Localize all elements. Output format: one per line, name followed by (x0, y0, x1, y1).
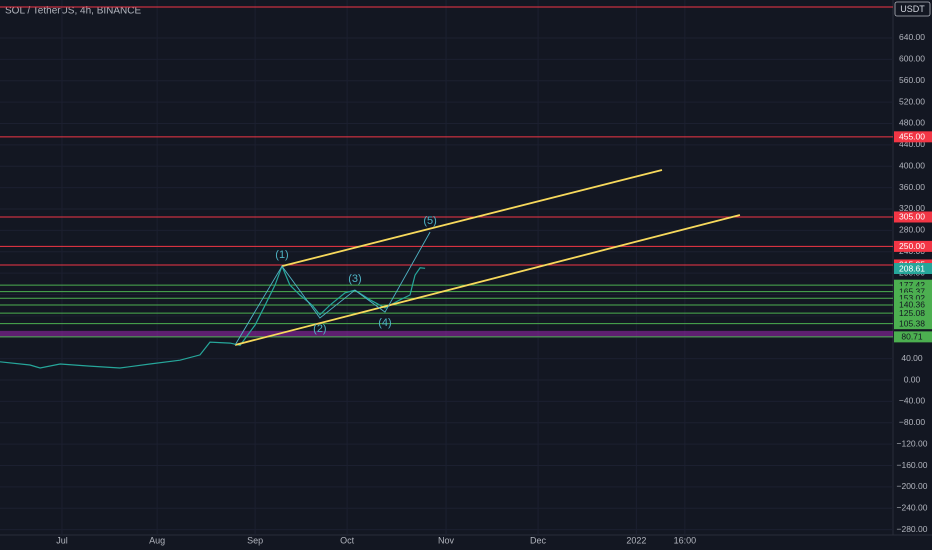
level-label-box (894, 279, 932, 291)
level-label: 455.00 (899, 132, 925, 142)
y-tick-label: 40.00 (901, 353, 923, 363)
level-label-box (894, 318, 932, 330)
wave-line (234, 231, 431, 346)
y-tick-label: −120.00 (897, 438, 928, 448)
y-tick-label: −280.00 (897, 524, 928, 534)
x-tick-label: Dec (530, 535, 547, 545)
y-tick-label: −200.00 (897, 481, 928, 491)
y-tick-label: 480.00 (899, 118, 925, 128)
x-tick-label: Oct (340, 535, 355, 545)
y-tick-label: 560.00 (899, 75, 925, 85)
level-label-box (894, 292, 932, 304)
y-tick-label: 440.00 (899, 139, 925, 149)
y-tick-label: −80.00 (899, 417, 926, 427)
x-tick-label: 16:00 (674, 535, 697, 545)
trend-line (234, 214, 741, 346)
y-tick-label: 360.00 (899, 182, 925, 192)
y-tick-label: −240.00 (897, 503, 928, 513)
y-tick-label: 400.00 (899, 160, 925, 170)
currency-label: USDT (900, 4, 925, 14)
level-label-box (894, 286, 932, 298)
x-tick-label: Jul (56, 535, 68, 545)
level-label-box (894, 131, 932, 143)
y-tick-label: 520.00 (899, 96, 925, 106)
level-label-box (894, 211, 932, 223)
trend-line (281, 169, 663, 268)
level-label: 153.02 (899, 293, 925, 303)
level-label-box (894, 331, 932, 343)
wave-label: (4) (378, 317, 391, 329)
last-price-box (894, 263, 932, 275)
y-tick-label: 600.00 (899, 54, 925, 64)
y-tick-label: 280.00 (899, 225, 925, 235)
x-tick-label: 2022 (626, 535, 646, 545)
level-label: 105.38 (899, 318, 925, 328)
x-tick-label: Sep (247, 535, 263, 545)
level-label: 125.08 (899, 308, 925, 318)
x-tick-label: Nov (438, 535, 455, 545)
y-tick-label: 0.00 (904, 374, 921, 384)
wave-label: (3) (348, 273, 361, 285)
level-label: 165.37 (899, 286, 925, 296)
level-label: 80.71 (901, 332, 923, 342)
level-label-box (894, 240, 932, 252)
level-label: 140.36 (899, 300, 925, 310)
x-tick-label: Aug (149, 535, 165, 545)
y-tick-label: 640.00 (899, 32, 925, 42)
y-tick-label: 320.00 (899, 203, 925, 213)
currency-box (894, 1, 931, 17)
level-label-box (894, 299, 932, 311)
level-label: 177.42 (899, 280, 925, 290)
level-label: 305.00 (899, 212, 925, 222)
wave-label: (1) (275, 249, 288, 261)
level-label: 250.00 (899, 241, 925, 251)
wave-label: (2) (313, 323, 326, 335)
y-tick-label: −160.00 (897, 460, 928, 470)
y-tick-label: −40.00 (899, 396, 926, 406)
last-price-label: 208.61 (899, 263, 925, 273)
chart-title: SOL / TetherUS, 4h, BINANCE (5, 6, 141, 17)
level-band (0, 330, 893, 337)
level-label-box (894, 307, 932, 319)
wave-label: (5) (423, 215, 436, 227)
